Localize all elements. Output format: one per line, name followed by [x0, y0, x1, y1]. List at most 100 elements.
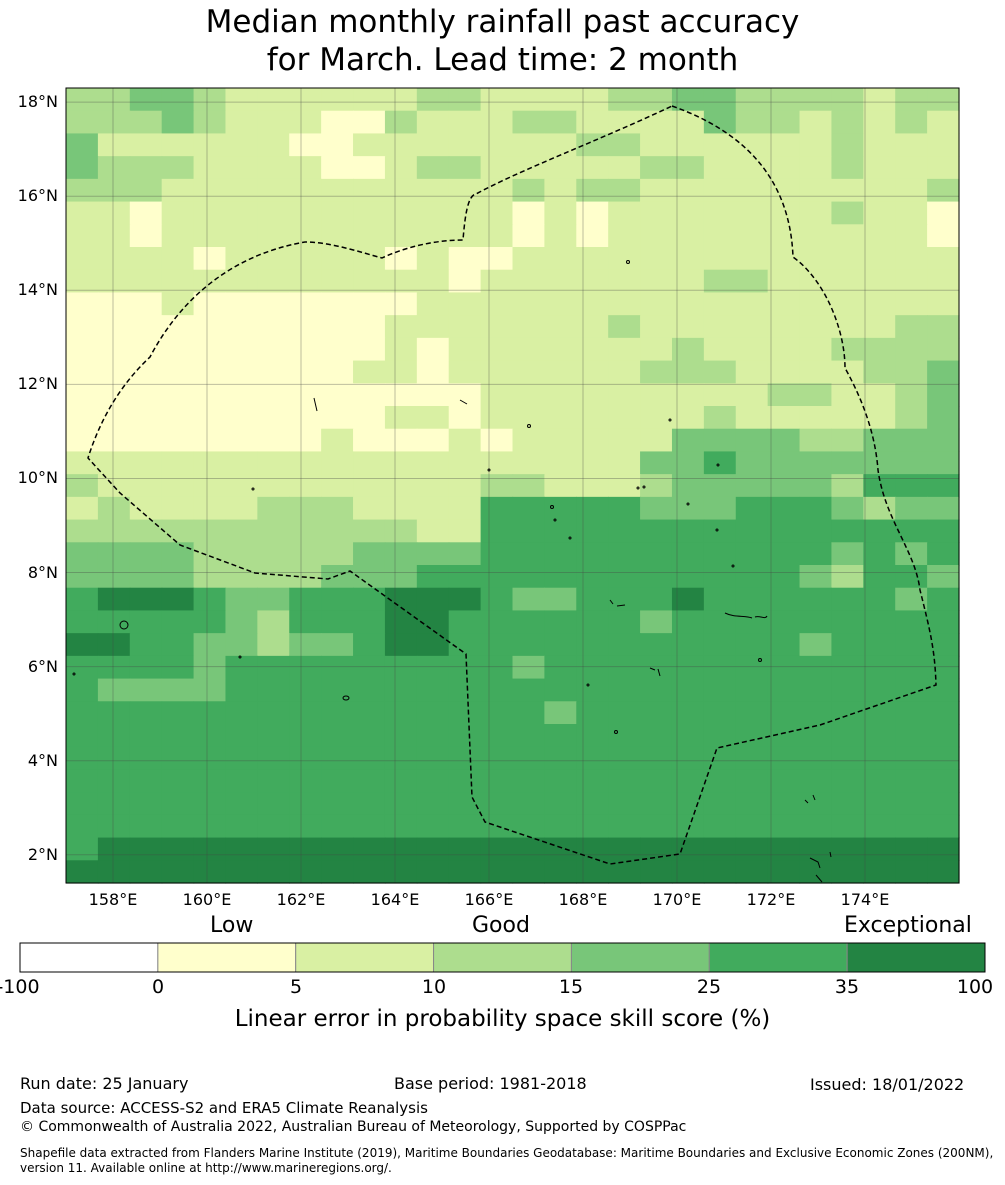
- skill-cell: [321, 178, 354, 203]
- skill-cell: [799, 428, 833, 453]
- skill-cell: [289, 792, 322, 816]
- skill-cell: [703, 769, 737, 793]
- skill-cell: [448, 565, 482, 589]
- skill-cell: [512, 315, 545, 339]
- skill-cell: [895, 837, 928, 861]
- skill-cell: [927, 746, 960, 771]
- skill-cell: [671, 360, 705, 384]
- skill-cell: [257, 406, 290, 430]
- skill-cell: [129, 383, 163, 407]
- skill-cell: [193, 860, 227, 884]
- skill-cell: [927, 655, 960, 680]
- skill-cell: [863, 746, 896, 771]
- skill-cell: [225, 110, 258, 135]
- skill-cell: [321, 110, 354, 135]
- skill-cell: [353, 746, 386, 771]
- skill-cell: [257, 792, 290, 816]
- skill-cell: [576, 315, 609, 339]
- skill-cell: [480, 133, 514, 157]
- skill-cell: [321, 406, 354, 430]
- skill-cell: [97, 496, 131, 521]
- skill-cell: [384, 315, 418, 339]
- skill-cell: [703, 156, 737, 180]
- skill-cell: [161, 678, 195, 702]
- skill-cell: [671, 860, 705, 884]
- skill-cell: [576, 133, 609, 157]
- skill-cell: [703, 224, 737, 248]
- skill-cell: [161, 201, 195, 225]
- skill-cell: [66, 156, 99, 180]
- skill-cell: [799, 201, 833, 225]
- skill-cell: [66, 110, 99, 135]
- skill-cell: [416, 678, 450, 702]
- skill-cell: [353, 88, 386, 112]
- skill-cell: [831, 156, 864, 180]
- skill-cell: [895, 542, 928, 566]
- skill-cell: [129, 224, 163, 248]
- skill-cell: [66, 587, 99, 612]
- skill-cell: [544, 383, 577, 407]
- skill-cell: [640, 428, 673, 453]
- graticule: [66, 88, 959, 883]
- skill-cell: [576, 156, 609, 180]
- skill-cell: [66, 406, 99, 430]
- skill-cell: [767, 360, 801, 384]
- skill-cell: [97, 655, 131, 680]
- skill-cell: [480, 746, 514, 771]
- island-outlines: [72, 260, 832, 883]
- skill-cell: [608, 474, 641, 498]
- map-title-line-2: for March. Lead time: 2 month: [266, 42, 739, 78]
- skill-cell: [927, 428, 960, 453]
- skill-cell: [66, 292, 99, 316]
- skill-cell: [416, 769, 450, 793]
- skill-cell: [895, 156, 928, 180]
- skill-cell: [66, 610, 99, 634]
- skill-cell: [895, 655, 928, 680]
- longitude-label: 164°E: [370, 890, 420, 909]
- skill-cell: [321, 565, 354, 589]
- skill-cell: [193, 610, 227, 634]
- skill-cell: [576, 337, 609, 362]
- skill-cell: [66, 792, 99, 816]
- skill-cell: [257, 315, 290, 339]
- skill-cell: [703, 201, 737, 225]
- skill-cell: [353, 519, 386, 543]
- colorbar-tick: 0: [151, 976, 165, 998]
- skill-cell: [97, 201, 131, 225]
- skill-cell: [576, 383, 609, 407]
- skill-cell: [895, 178, 928, 203]
- skill-cell: [831, 701, 864, 725]
- skill-cell: [576, 110, 609, 135]
- skill-cell: [353, 837, 386, 861]
- skill-cell: [703, 360, 737, 384]
- skill-cell: [863, 474, 896, 498]
- skill-cell: [129, 201, 163, 225]
- skill-cell: [735, 269, 769, 294]
- skill-cell: [448, 247, 482, 271]
- skill-cell: [321, 610, 354, 634]
- skill-cell: [289, 474, 322, 498]
- skill-cell: [480, 610, 514, 634]
- skill-cell: [416, 110, 450, 135]
- skill-cell: [161, 724, 195, 748]
- skill-cell: [416, 315, 450, 339]
- skill-cell: [512, 678, 545, 702]
- skill-cell: [384, 860, 418, 884]
- skill-cell: [640, 565, 673, 589]
- skill-cell: [608, 383, 641, 407]
- skill-cell: [640, 224, 673, 248]
- skill-cell: [161, 383, 195, 407]
- skill-cell: [448, 88, 482, 112]
- skill-cell: [225, 542, 258, 566]
- skill-cell: [384, 383, 418, 407]
- skill-cell: [257, 178, 290, 203]
- skill-cell: [640, 542, 673, 566]
- skill-cell: [576, 292, 609, 316]
- skill-cell: [831, 110, 864, 135]
- skill-cell: [225, 451, 258, 475]
- skill-cell: [767, 110, 801, 135]
- skill-cell: [895, 610, 928, 634]
- skill-cell: [640, 315, 673, 339]
- skill-cell: [480, 860, 514, 884]
- skill-cell: [161, 156, 195, 180]
